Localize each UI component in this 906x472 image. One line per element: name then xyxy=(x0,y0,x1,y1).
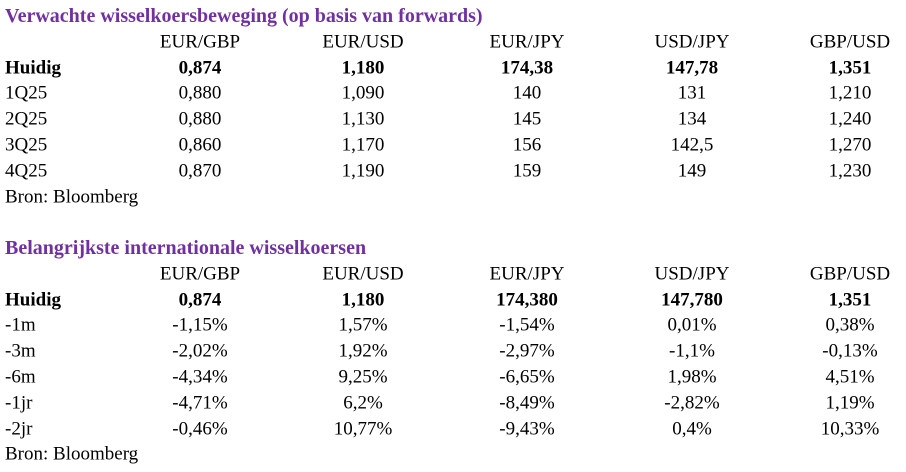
column-header: GBP/USD xyxy=(809,263,891,285)
table-cell: -1,1% xyxy=(669,340,715,362)
row-label: 2Q25 xyxy=(5,108,48,130)
table-cell: 1,230 xyxy=(828,160,872,182)
table-cell: -1,15% xyxy=(172,314,228,336)
table-cell: 159 xyxy=(512,160,542,182)
table-cell: 131 xyxy=(677,82,707,104)
table-title: Verwachte wisselkoersbeweging (op basis … xyxy=(5,5,483,27)
source-note: Bron: Bloomberg xyxy=(5,186,139,208)
table-cell: 0,870 xyxy=(178,160,222,182)
table-cell: -2,82% xyxy=(664,392,720,414)
table-cell: 145 xyxy=(512,108,542,130)
table-cell: -4,34% xyxy=(172,366,228,388)
table-cell: 1,57% xyxy=(338,314,388,336)
table-cell: 10,33% xyxy=(820,418,880,440)
source-note: Bron: Bloomberg xyxy=(5,443,139,465)
table-cell: 10,77% xyxy=(333,418,393,440)
table-cell: 1,351 xyxy=(828,57,872,79)
row-label: 3Q25 xyxy=(5,134,48,156)
row-label: -6m xyxy=(5,366,36,388)
column-header: EUR/USD xyxy=(322,31,404,53)
table-cell: 9,25% xyxy=(338,366,388,388)
row-label: 1Q25 xyxy=(5,82,48,104)
column-header: EUR/GBP xyxy=(159,31,241,53)
table-cell: 0,880 xyxy=(178,82,222,104)
table-cell: 1,210 xyxy=(828,82,872,104)
table-cell: 1,92% xyxy=(338,340,388,362)
table-cell: 0,880 xyxy=(178,108,222,130)
table-cell: 6,2% xyxy=(343,392,383,414)
table-cell: 142,5 xyxy=(670,134,714,156)
column-header: EUR/JPY xyxy=(489,263,565,285)
row-label: -1m xyxy=(5,314,36,336)
table-cell: -9,43% xyxy=(499,418,555,440)
table-cell: 0,874 xyxy=(178,57,222,79)
column-header: USD/JPY xyxy=(654,31,730,53)
column-header: EUR/USD xyxy=(322,263,404,285)
row-label: -3m xyxy=(5,340,36,362)
table-cell: -2,97% xyxy=(499,340,555,362)
table-cell: -8,49% xyxy=(499,392,555,414)
table-cell: 1,180 xyxy=(341,289,385,311)
table-cell: 134 xyxy=(677,108,707,130)
table-cell: -6,65% xyxy=(499,366,555,388)
table-cell: 174,380 xyxy=(496,289,558,311)
table-cell: 1,351 xyxy=(828,289,872,311)
table-title: Belangrijkste internationale wisselkoers… xyxy=(5,237,367,259)
table-cell: -1,54% xyxy=(499,314,555,336)
table-cell: -0,13% xyxy=(822,340,878,362)
table-cell: -0,46% xyxy=(172,418,228,440)
table-cell: 1,090 xyxy=(341,82,385,104)
table-cell: 0,4% xyxy=(672,418,712,440)
table-cell: 1,190 xyxy=(341,160,385,182)
table-cell: 0,874 xyxy=(178,289,222,311)
column-header: USD/JPY xyxy=(654,263,730,285)
table-cell: 1,19% xyxy=(825,392,875,414)
table-cell: 4,51% xyxy=(825,366,875,388)
column-header: EUR/JPY xyxy=(489,31,565,53)
table-cell: 0,860 xyxy=(178,134,222,156)
row-label: Huidig xyxy=(5,57,61,79)
column-header: GBP/USD xyxy=(809,31,891,53)
table-cell: 1,98% xyxy=(667,366,717,388)
column-header: EUR/GBP xyxy=(159,263,241,285)
table-cell: 0,38% xyxy=(825,314,875,336)
row-label: Huidig xyxy=(5,289,61,311)
row-label: 4Q25 xyxy=(5,160,48,182)
table-cell: 140 xyxy=(512,82,542,104)
table-cell: 147,78 xyxy=(665,57,719,79)
table-cell: -4,71% xyxy=(172,392,228,414)
table-cell: 0,01% xyxy=(667,314,717,336)
table-cell: 149 xyxy=(677,160,707,182)
table-cell: -2,02% xyxy=(172,340,228,362)
table-cell: 147,780 xyxy=(661,289,723,311)
table-cell: 1,180 xyxy=(341,57,385,79)
row-label: -2jr xyxy=(5,418,33,440)
table-cell: 1,270 xyxy=(828,134,872,156)
table-cell: 1,240 xyxy=(828,108,872,130)
table-cell: 156 xyxy=(512,134,542,156)
table-cell: 174,38 xyxy=(500,57,554,79)
row-label: -1jr xyxy=(5,392,33,414)
table-cell: 1,130 xyxy=(341,108,385,130)
table-cell: 1,170 xyxy=(341,134,385,156)
